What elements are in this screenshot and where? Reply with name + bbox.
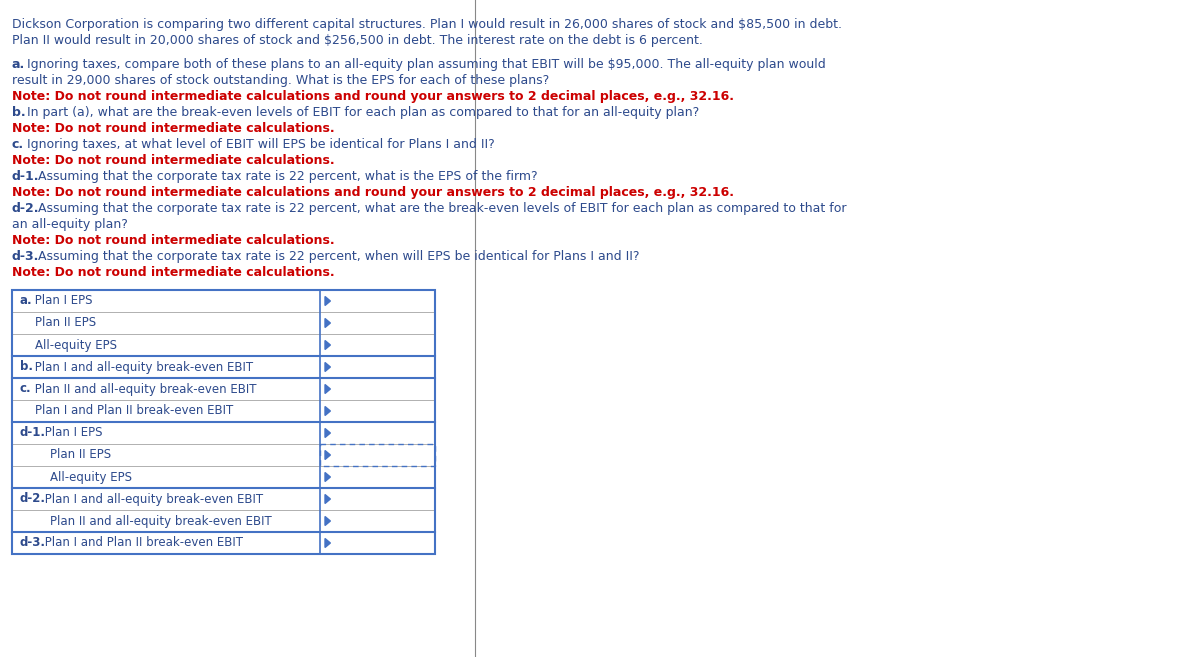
Text: Plan I and Plan II break-even EBIT: Plan I and Plan II break-even EBIT <box>42 537 244 549</box>
Text: Assuming that the corporate tax rate is 22 percent, when will EPS be identical f: Assuming that the corporate tax rate is … <box>35 250 640 263</box>
Text: Note: Do not round intermediate calculations and round your answers to 2 decimal: Note: Do not round intermediate calculat… <box>12 186 734 199</box>
Text: d-2.: d-2. <box>12 202 40 215</box>
Text: d-1.: d-1. <box>12 170 40 183</box>
Bar <box>12 290 436 554</box>
Text: c.: c. <box>12 138 24 151</box>
Text: d-3.: d-3. <box>12 250 40 263</box>
Text: Note: Do not round intermediate calculations.: Note: Do not round intermediate calculat… <box>12 234 335 247</box>
Text: Note: Do not round intermediate calculations and round your answers to 2 decimal: Note: Do not round intermediate calculat… <box>12 90 734 103</box>
Text: b.: b. <box>20 361 34 373</box>
Text: d-3.: d-3. <box>20 537 46 549</box>
Text: Plan II EPS: Plan II EPS <box>35 317 96 330</box>
Text: Plan II and all-equity break-even EBIT: Plan II and all-equity break-even EBIT <box>50 514 271 528</box>
Text: In part (a), what are the break-even levels of EBIT for each plan as compared to: In part (a), what are the break-even lev… <box>23 106 700 119</box>
Text: Plan II and all-equity break-even EBIT: Plan II and all-equity break-even EBIT <box>31 382 257 396</box>
Polygon shape <box>325 495 330 503</box>
Text: Note: Do not round intermediate calculations.: Note: Do not round intermediate calculat… <box>12 266 335 279</box>
Text: Ignoring taxes, at what level of EBIT will EPS be identical for Plans I and II?: Ignoring taxes, at what level of EBIT wi… <box>23 138 494 151</box>
Polygon shape <box>325 296 330 306</box>
Text: Assuming that the corporate tax rate is 22 percent, what is the EPS of the firm?: Assuming that the corporate tax rate is … <box>35 170 538 183</box>
Polygon shape <box>325 539 330 547</box>
Text: Note: Do not round intermediate calculations.: Note: Do not round intermediate calculat… <box>12 122 335 135</box>
Text: All-equity EPS: All-equity EPS <box>35 338 118 351</box>
Text: Plan II EPS: Plan II EPS <box>50 449 112 461</box>
Text: Plan I EPS: Plan I EPS <box>42 426 103 440</box>
Polygon shape <box>325 451 330 459</box>
Polygon shape <box>325 340 330 350</box>
Text: Dickson Corporation is comparing two different capital structures. Plan I would : Dickson Corporation is comparing two dif… <box>12 18 842 31</box>
Text: an all-equity plan?: an all-equity plan? <box>12 218 128 231</box>
Text: d-2.: d-2. <box>20 493 46 505</box>
Text: Note: Do not round intermediate calculations.: Note: Do not round intermediate calculat… <box>12 154 335 167</box>
Text: Ignoring taxes, compare both of these plans to an all-equity plan assuming that : Ignoring taxes, compare both of these pl… <box>23 58 826 71</box>
Polygon shape <box>325 363 330 371</box>
Polygon shape <box>325 319 330 327</box>
Polygon shape <box>325 516 330 526</box>
Text: Plan II would result in 20,000 shares of stock and $256,500 in debt. The interes: Plan II would result in 20,000 shares of… <box>12 34 703 47</box>
Text: a.: a. <box>20 294 32 307</box>
Text: c.: c. <box>20 382 31 396</box>
Text: Plan I and all-equity break-even EBIT: Plan I and all-equity break-even EBIT <box>31 361 253 373</box>
Text: Plan I and Plan II break-even EBIT: Plan I and Plan II break-even EBIT <box>35 405 233 417</box>
Text: d-1.: d-1. <box>20 426 46 440</box>
Text: All-equity EPS: All-equity EPS <box>50 470 132 484</box>
Bar <box>320 444 436 466</box>
Polygon shape <box>325 407 330 415</box>
Text: a.: a. <box>12 58 25 71</box>
Text: result in 29,000 shares of stock outstanding. What is the EPS for each of these : result in 29,000 shares of stock outstan… <box>12 74 550 87</box>
Text: Assuming that the corporate tax rate is 22 percent, what are the break-even leve: Assuming that the corporate tax rate is … <box>35 202 847 215</box>
Polygon shape <box>325 472 330 482</box>
Text: Plan I EPS: Plan I EPS <box>31 294 92 307</box>
Polygon shape <box>325 428 330 438</box>
Text: b.: b. <box>12 106 25 119</box>
Text: Plan I and all-equity break-even EBIT: Plan I and all-equity break-even EBIT <box>42 493 264 505</box>
Polygon shape <box>325 384 330 394</box>
